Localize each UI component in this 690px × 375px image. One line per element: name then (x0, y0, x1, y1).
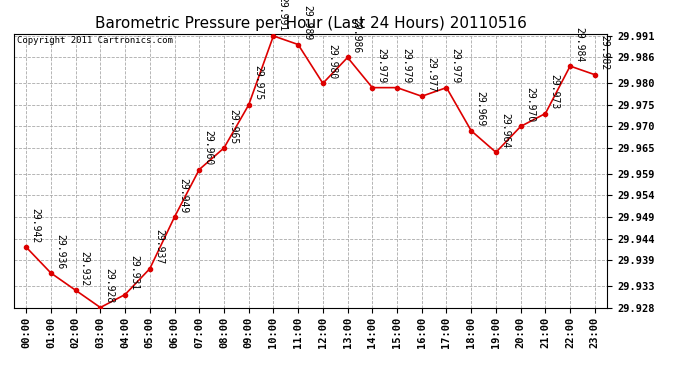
Title: Barometric Pressure per Hour (Last 24 Hours) 20110516: Barometric Pressure per Hour (Last 24 Ho… (95, 16, 526, 31)
Text: 29.979: 29.979 (451, 48, 461, 84)
Text: 29.936: 29.936 (55, 234, 65, 269)
Text: 29.991: 29.991 (277, 0, 288, 32)
Text: 29.964: 29.964 (500, 113, 510, 148)
Text: 29.928: 29.928 (104, 268, 115, 303)
Text: 29.970: 29.970 (525, 87, 535, 122)
Text: 29.979: 29.979 (377, 48, 386, 84)
Text: 29.979: 29.979 (401, 48, 411, 84)
Text: 29.969: 29.969 (475, 92, 485, 127)
Text: 29.982: 29.982 (599, 35, 609, 70)
Text: 29.960: 29.960 (204, 130, 213, 165)
Text: 29.937: 29.937 (154, 229, 164, 264)
Text: 29.973: 29.973 (549, 74, 560, 110)
Text: 29.986: 29.986 (352, 18, 362, 53)
Text: 29.984: 29.984 (574, 27, 584, 62)
Text: 29.932: 29.932 (80, 251, 90, 286)
Text: 29.989: 29.989 (302, 5, 313, 40)
Text: 29.977: 29.977 (426, 57, 436, 92)
Text: 29.942: 29.942 (30, 208, 40, 243)
Text: 29.949: 29.949 (179, 177, 188, 213)
Text: 29.980: 29.980 (327, 44, 337, 79)
Text: 29.975: 29.975 (253, 66, 263, 101)
Text: 29.931: 29.931 (129, 255, 139, 290)
Text: 29.965: 29.965 (228, 109, 238, 144)
Text: Copyright 2011 Cartronics.com: Copyright 2011 Cartronics.com (17, 36, 172, 45)
